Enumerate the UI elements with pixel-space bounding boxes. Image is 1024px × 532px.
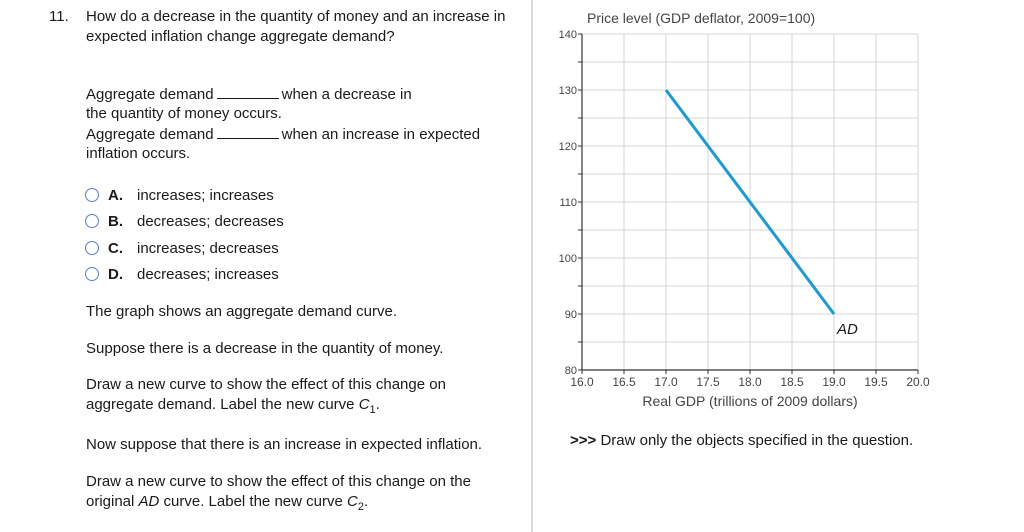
paragraph-inflation-increase: Now suppose that there is an increase in…	[86, 436, 483, 453]
fill-in-line-1: Aggregate demand when a decrease in	[86, 84, 412, 105]
question-number: 11.	[49, 8, 69, 25]
panel-divider	[531, 0, 533, 532]
curve-label-c2: C	[346, 493, 358, 510]
instruction-text: Draw only the objects specified in the q…	[596, 432, 914, 449]
graph-canvas[interactable]: 80 90 100 110 120 130 140 16.0 16.5 17.0 17.5 18.0 1…	[533, 0, 1024, 532]
option-letter: D.	[108, 265, 123, 283]
x-tick-label: 20.0	[906, 375, 930, 389]
radio-button-c[interactable]	[85, 241, 99, 255]
x-axis-title: Real GDP (trillions of 2009 dollars)	[642, 393, 857, 409]
question-text: How do a decrease in the quantity of mon…	[86, 8, 506, 45]
period: .	[375, 396, 380, 413]
x-tick-label: 19.0	[822, 375, 846, 389]
x-tick-label: 19.5	[864, 375, 888, 389]
fill-in-blank-1	[216, 84, 279, 99]
paragraph-draw-c1-line2: aggregate demand. Label the new curve C1…	[86, 395, 380, 420]
y-axis-title: Price level (GDP deflator, 2009=100)	[587, 10, 815, 26]
y-tick-label: 120	[559, 141, 577, 153]
paragraph-draw-c2-line2: original AD curve. Label the new curve C…	[86, 492, 368, 517]
option-text: decreases; decreases	[137, 212, 284, 230]
option-text: decreases; increases	[137, 265, 279, 283]
paragraph-graph-description: The graph shows an aggregate demand curv…	[86, 303, 398, 320]
x-tick-label: 18.5	[780, 375, 804, 389]
fill-in-1-suffix: when a decrease in	[281, 86, 412, 103]
y-tick-label: 100	[559, 253, 577, 265]
period: .	[363, 493, 369, 510]
curve-subscript-1: 1	[369, 404, 376, 416]
ad-italic: AD	[138, 493, 160, 510]
fill-in-2-suffix: when an increase in expected	[281, 126, 481, 143]
y-tick-label: 140	[559, 29, 577, 41]
x-tick-label: 17.5	[696, 375, 720, 389]
ad-curve-label: AD	[836, 321, 858, 338]
instruction-arrows-icon: >>>	[570, 432, 597, 449]
y-tick-label: 80	[565, 365, 577, 377]
radio-button-b[interactable]	[85, 214, 99, 228]
paragraph-draw-c2-line1: Draw a new curve to show the effect of t…	[86, 473, 471, 490]
option-c[interactable]: C. increases; decreases	[85, 237, 279, 259]
x-tick-label: 16.0	[570, 375, 594, 389]
x-tick-label: 18.0	[738, 375, 762, 389]
option-letter: A.	[108, 186, 123, 204]
fill-in-1-prefix: Aggregate demand	[86, 86, 214, 103]
fill-in-line-2: Aggregate demand when an increase in expe…	[86, 124, 480, 145]
radio-button-d[interactable]	[85, 267, 99, 281]
paragraph-money-decrease: Suppose there is a decrease in the quant…	[86, 340, 444, 357]
y-tick-label: 130	[559, 85, 577, 97]
option-letter: B.	[108, 212, 123, 230]
option-letter: C.	[108, 239, 123, 257]
ad-curve[interactable]	[664, 89, 836, 315]
draw-c2-text: original	[86, 493, 139, 510]
graph-instruction: >>> Draw only the objects specified in t…	[570, 431, 913, 451]
y-tick-label: 110	[559, 197, 577, 209]
fill-in-1-continuation: the quantity of money occurs.	[86, 105, 282, 122]
option-text: increases; increases	[137, 186, 274, 204]
option-d[interactable]: D. decreases; increases	[85, 263, 279, 285]
x-tick-label: 17.0	[654, 375, 678, 389]
y-tick-label: 90	[565, 309, 577, 321]
radio-button-a[interactable]	[85, 188, 99, 202]
fill-in-2-continuation: inflation occurs.	[86, 145, 191, 162]
x-tick-label: 16.5	[612, 375, 636, 389]
curve-subscript-2: 2	[357, 501, 364, 513]
draw-c2-text-mid: curve. Label the new curve	[159, 493, 347, 510]
paragraph-draw-c1-line1: Draw a new curve to show the effect of t…	[86, 376, 446, 393]
option-a[interactable]: A. increases; increases	[85, 184, 274, 206]
curve-label-c1: C	[358, 396, 370, 413]
option-text: increases; decreases	[137, 239, 279, 257]
fill-in-2-prefix: Aggregate demand	[86, 126, 214, 143]
draw-c1-text: aggregate demand. Label the new curve	[86, 396, 359, 413]
option-b[interactable]: B. decreases; decreases	[85, 210, 284, 232]
fill-in-blank-2	[216, 124, 279, 139]
